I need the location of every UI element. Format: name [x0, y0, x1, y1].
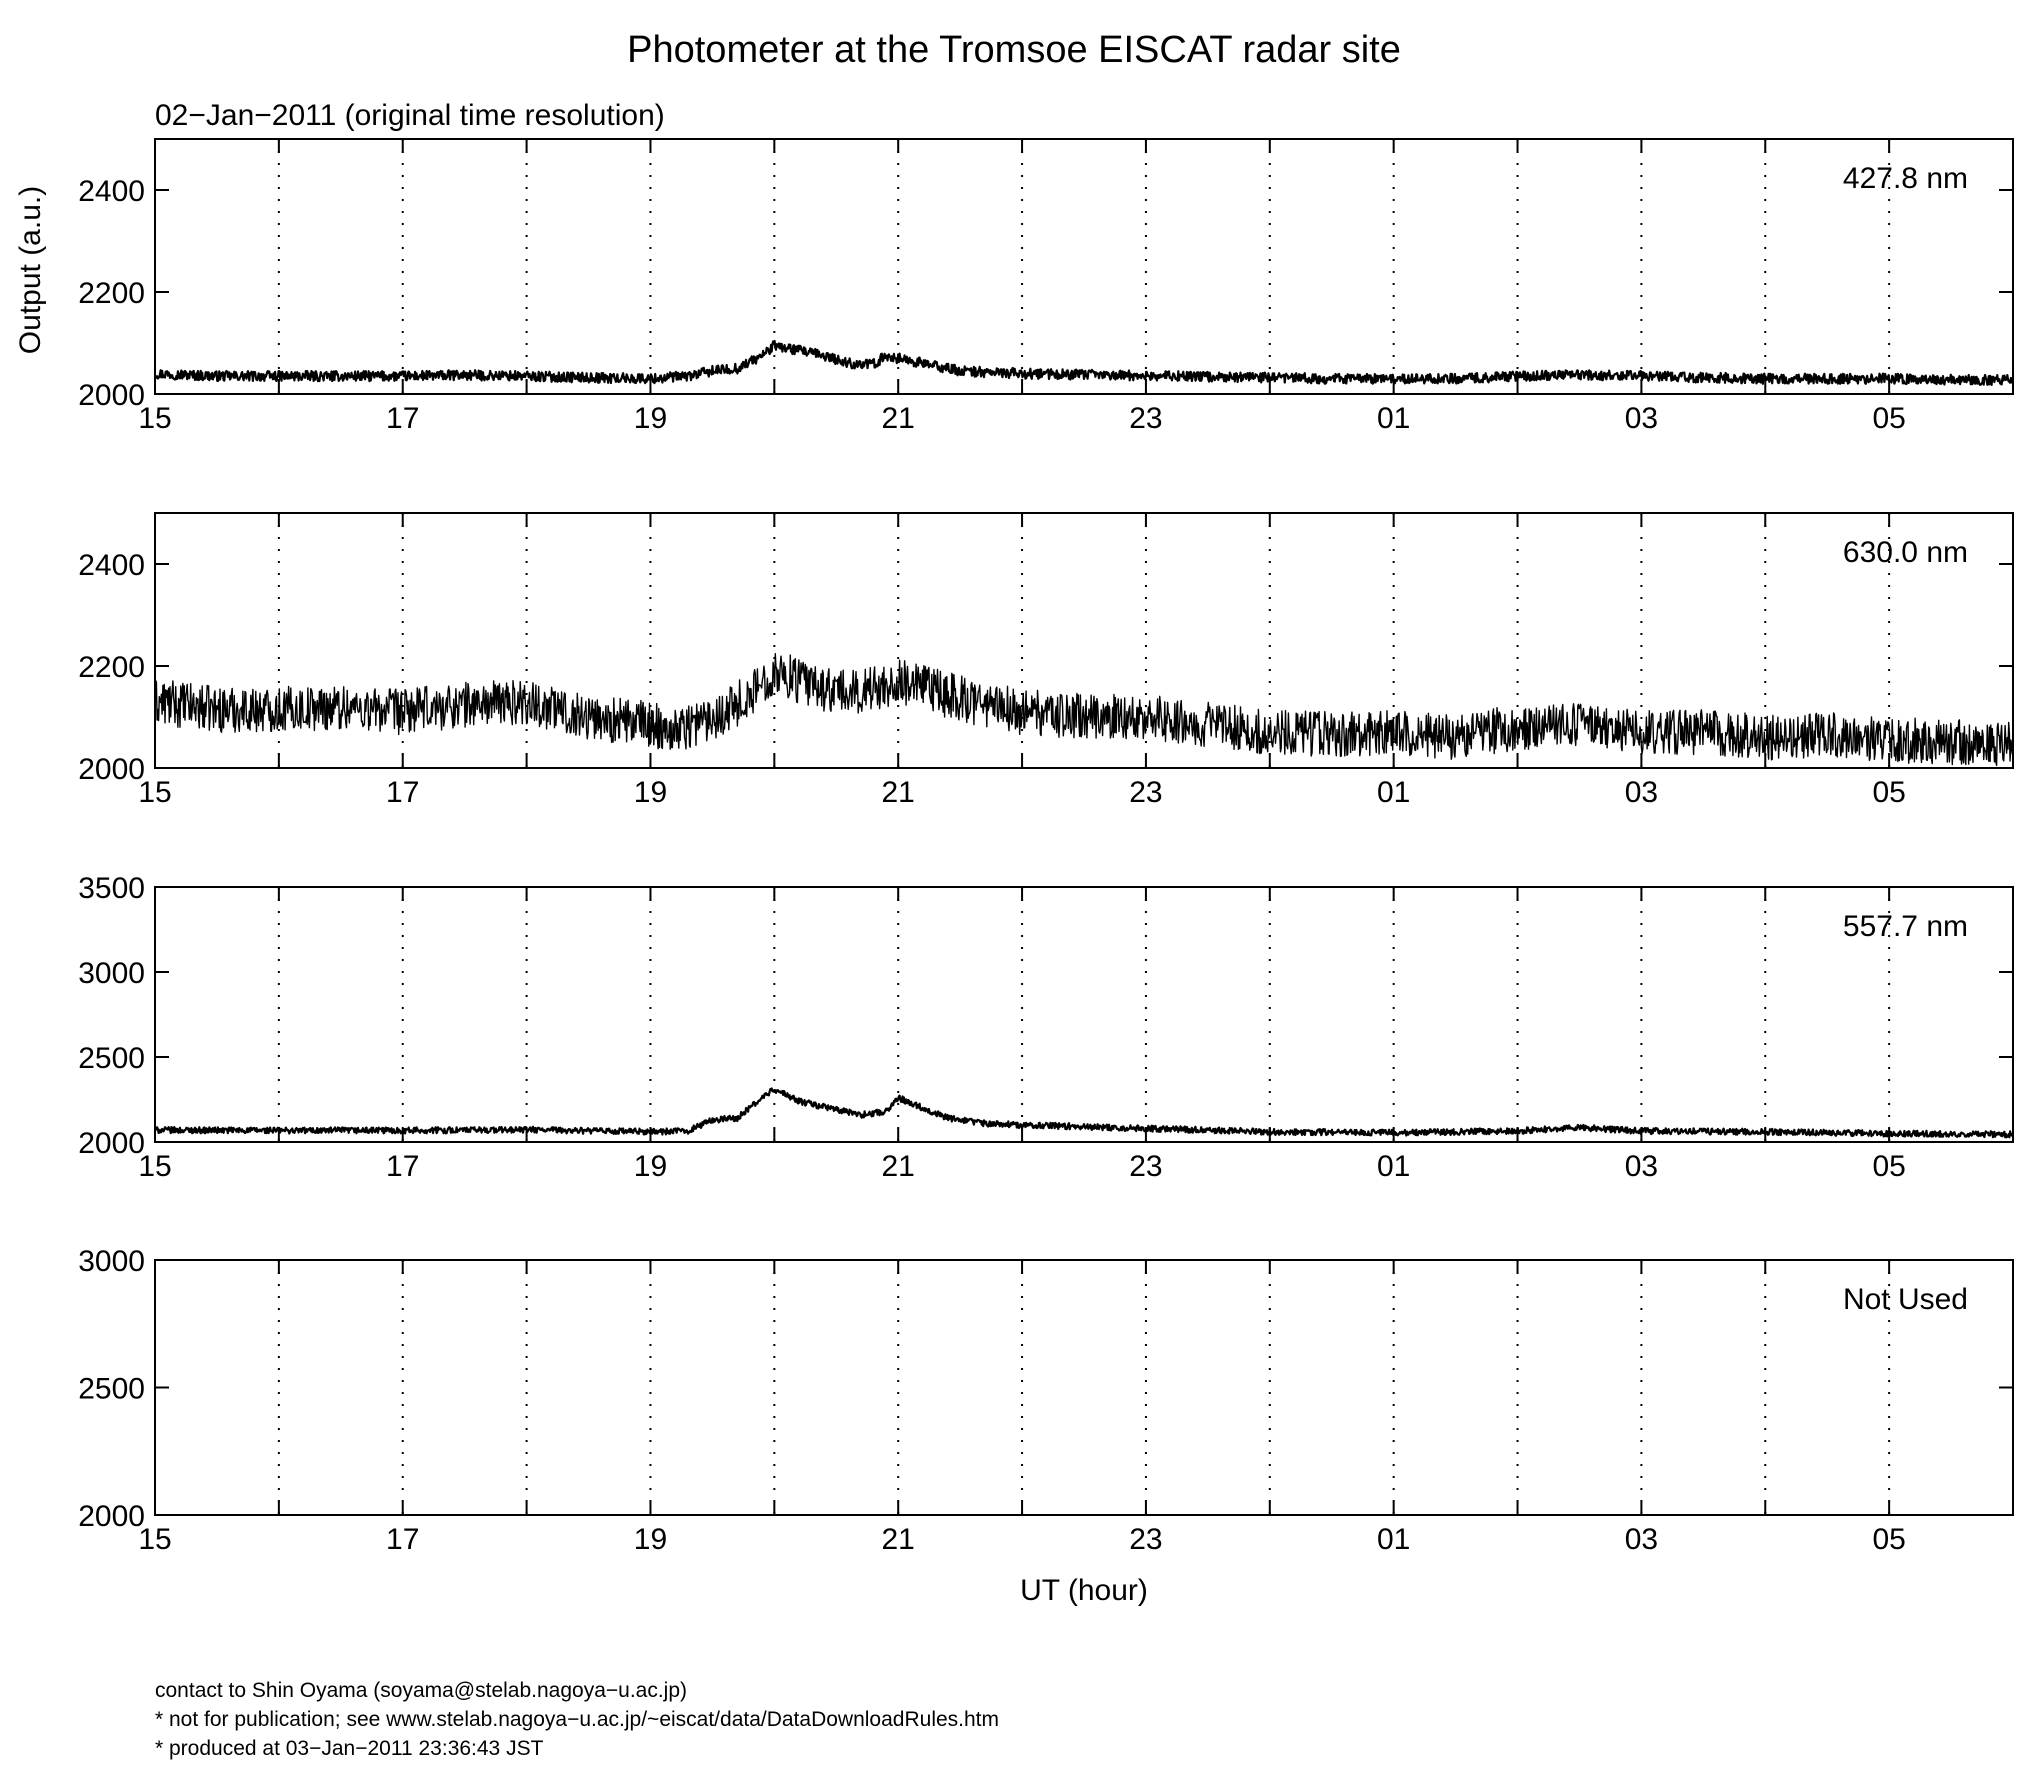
x-tick-label: 17 [386, 776, 419, 809]
panel-frame [154, 1259, 2014, 1516]
x-tick-label: 01 [1377, 1523, 1410, 1556]
panel-wavelength-label: 630.0 nm [1843, 536, 1968, 569]
x-tick-label: 15 [138, 1150, 171, 1183]
x-tick-label: 03 [1625, 402, 1658, 435]
x-tick-label: 19 [634, 402, 667, 435]
data-series-line [153, 1087, 2015, 1139]
x-tick-label: 03 [1625, 776, 1658, 809]
footer-notice: * not for publication; see www.stelab.na… [155, 1708, 999, 1731]
x-tick-label: 21 [882, 1523, 915, 1556]
x-tick-label: 23 [1129, 776, 1162, 809]
x-tick-label: 05 [1872, 402, 1905, 435]
x-tick-label: 17 [386, 1523, 419, 1556]
x-tick-label: 05 [1872, 776, 1905, 809]
panel-frame [154, 886, 2014, 1143]
x-tick-label: 05 [1872, 1523, 1905, 1556]
panel-wavelength-label: 557.7 nm [1843, 910, 1968, 943]
y-tick-label: 2200 [78, 651, 145, 684]
x-tick-label: 17 [386, 1150, 419, 1183]
y-tick-label: 2000 [78, 753, 145, 786]
y-axis-label: Output (a.u.) [14, 186, 47, 354]
x-tick-label: 23 [1129, 1150, 1162, 1183]
x-tick-label: 23 [1129, 1523, 1162, 1556]
data-series-line [154, 653, 2014, 767]
x-tick-label: 15 [138, 1523, 171, 1556]
panel-frame [154, 138, 2014, 395]
x-axis-label: UT (hour) [1020, 1574, 1148, 1607]
x-tick-label: 01 [1377, 1150, 1410, 1183]
data-series-line [153, 339, 2014, 386]
y-tick-label: 3500 [78, 872, 145, 905]
x-tick-label: 03 [1625, 1150, 1658, 1183]
x-tick-label: 01 [1377, 776, 1410, 809]
y-tick-label: 2000 [78, 379, 145, 412]
x-tick-label: 01 [1377, 402, 1410, 435]
x-tick-label: 05 [1872, 1150, 1905, 1183]
x-tick-label: 17 [386, 402, 419, 435]
footer-produced: * produced at 03−Jan−2011 23:36:43 JST [155, 1737, 544, 1760]
y-tick-label: 2000 [78, 1127, 145, 1160]
panel-wavelength-label: Not Used [1843, 1283, 1968, 1316]
y-tick-label: 3000 [78, 957, 145, 990]
x-tick-label: 03 [1625, 1523, 1658, 1556]
y-tick-label: 2400 [78, 549, 145, 582]
x-tick-label: 21 [882, 402, 915, 435]
y-tick-label: 3000 [78, 1245, 145, 1278]
chart-subtitle: 02−Jan−2011 (original time resolution) [155, 99, 665, 132]
x-tick-label: 21 [882, 776, 915, 809]
y-tick-label: 2500 [78, 1373, 145, 1406]
x-tick-label: 23 [1129, 402, 1162, 435]
x-tick-label: 15 [138, 776, 171, 809]
x-tick-label: 19 [634, 1523, 667, 1556]
chart-title: Photometer at the Tromsoe EISCAT radar s… [627, 29, 1401, 71]
y-tick-label: 2200 [78, 277, 145, 310]
x-tick-label: 21 [882, 1150, 915, 1183]
y-tick-label: 2500 [78, 1042, 145, 1075]
footer-contact: contact to Shin Oyama (soyama@stelab.nag… [155, 1679, 687, 1702]
y-tick-label: 2400 [78, 175, 145, 208]
panel-wavelength-label: 427.8 nm [1843, 162, 1968, 195]
x-tick-label: 19 [634, 1150, 667, 1183]
x-tick-label: 19 [634, 776, 667, 809]
panels: 15 17 19 21 23 01 03 05 2000 2200 2400 427.8 nm 15 17… [78, 138, 2015, 1556]
x-tick-label: 15 [138, 402, 171, 435]
panel-frame [154, 512, 2014, 769]
y-tick-label: 2000 [78, 1500, 145, 1533]
